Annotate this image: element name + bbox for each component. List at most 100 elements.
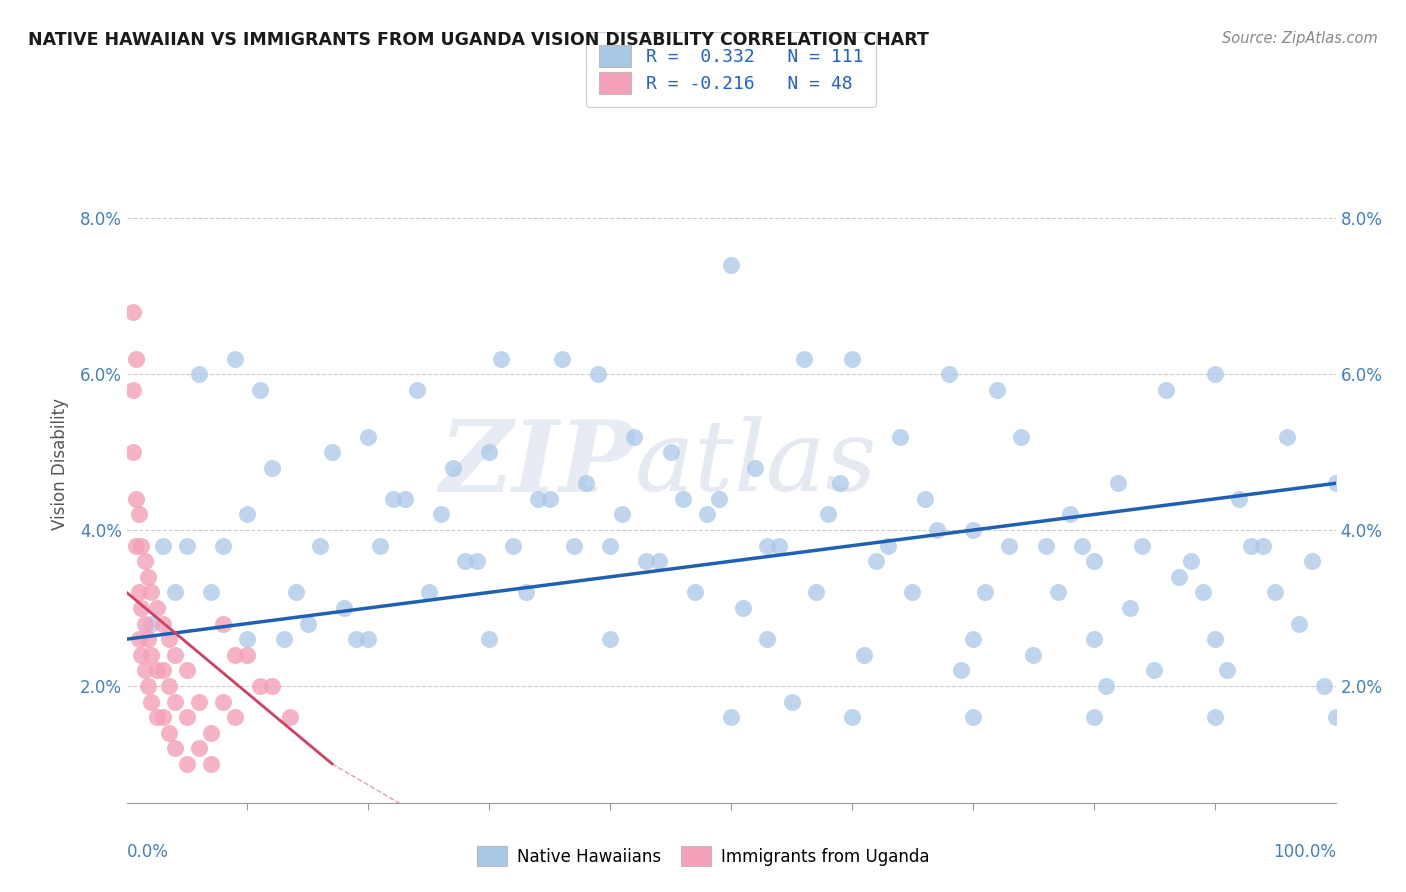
Point bbox=[139, 648, 162, 662]
Point bbox=[188, 694, 211, 708]
Point bbox=[224, 710, 246, 724]
Point bbox=[139, 694, 162, 708]
Point bbox=[1083, 554, 1105, 568]
Point bbox=[478, 632, 501, 647]
Point bbox=[1324, 710, 1347, 724]
Point bbox=[1010, 429, 1032, 443]
Point bbox=[200, 585, 222, 599]
Legend: Native Hawaiians, Immigrants from Uganda: Native Hawaiians, Immigrants from Uganda bbox=[468, 838, 938, 875]
Point bbox=[1095, 679, 1118, 693]
Point bbox=[914, 491, 936, 506]
Point bbox=[146, 710, 169, 724]
Point bbox=[297, 616, 319, 631]
Point bbox=[768, 539, 790, 553]
Point bbox=[1156, 383, 1178, 397]
Point bbox=[357, 429, 380, 443]
Point bbox=[157, 679, 180, 693]
Point bbox=[733, 601, 755, 615]
Point bbox=[163, 585, 186, 599]
Point bbox=[344, 632, 367, 647]
Point bbox=[925, 523, 948, 537]
Point bbox=[146, 663, 169, 677]
Point bbox=[357, 632, 380, 647]
Point bbox=[841, 351, 863, 366]
Point bbox=[134, 616, 156, 631]
Point bbox=[236, 508, 259, 522]
Legend: R =  0.332   N = 111, R = -0.216   N = 48: R = 0.332 N = 111, R = -0.216 N = 48 bbox=[586, 32, 876, 107]
Point bbox=[1240, 539, 1263, 553]
Point bbox=[817, 508, 839, 522]
Point bbox=[176, 756, 198, 771]
Text: 0.0%: 0.0% bbox=[127, 844, 169, 862]
Point bbox=[599, 632, 621, 647]
Point bbox=[441, 460, 464, 475]
Point bbox=[780, 694, 803, 708]
Point bbox=[157, 632, 180, 647]
Point bbox=[284, 585, 307, 599]
Point bbox=[1059, 508, 1081, 522]
Point bbox=[236, 648, 259, 662]
Point bbox=[744, 460, 766, 475]
Point bbox=[163, 694, 186, 708]
Point bbox=[394, 491, 416, 506]
Text: ZIP: ZIP bbox=[440, 416, 634, 512]
Point bbox=[321, 445, 343, 459]
Point bbox=[865, 554, 887, 568]
Point bbox=[659, 445, 682, 459]
Point bbox=[212, 616, 235, 631]
Point bbox=[370, 539, 392, 553]
Point bbox=[804, 585, 827, 599]
Point bbox=[188, 368, 211, 382]
Point bbox=[986, 383, 1008, 397]
Point bbox=[405, 383, 427, 397]
Point bbox=[212, 539, 235, 553]
Point bbox=[134, 663, 156, 677]
Point bbox=[949, 663, 972, 677]
Point bbox=[249, 383, 271, 397]
Point bbox=[188, 741, 211, 756]
Point bbox=[136, 632, 159, 647]
Point bbox=[1204, 632, 1226, 647]
Point bbox=[1022, 648, 1045, 662]
Point bbox=[575, 476, 598, 491]
Point bbox=[586, 368, 609, 382]
Text: Source: ZipAtlas.com: Source: ZipAtlas.com bbox=[1222, 31, 1378, 46]
Point bbox=[129, 539, 152, 553]
Point bbox=[612, 508, 634, 522]
Point bbox=[176, 663, 198, 677]
Point bbox=[163, 648, 186, 662]
Point bbox=[273, 632, 295, 647]
Point bbox=[381, 491, 404, 506]
Point bbox=[260, 679, 283, 693]
Point bbox=[134, 554, 156, 568]
Point bbox=[200, 756, 222, 771]
Point bbox=[128, 585, 150, 599]
Point bbox=[152, 663, 174, 677]
Point bbox=[672, 491, 695, 506]
Point bbox=[841, 710, 863, 724]
Point bbox=[176, 539, 198, 553]
Point bbox=[1130, 539, 1153, 553]
Point bbox=[152, 539, 174, 553]
Point bbox=[1107, 476, 1129, 491]
Text: NATIVE HAWAIIAN VS IMMIGRANTS FROM UGANDA VISION DISABILITY CORRELATION CHART: NATIVE HAWAIIAN VS IMMIGRANTS FROM UGAND… bbox=[28, 31, 929, 49]
Point bbox=[1204, 368, 1226, 382]
Point bbox=[1035, 539, 1057, 553]
Point bbox=[1312, 679, 1334, 693]
Point bbox=[828, 476, 851, 491]
Point bbox=[1083, 632, 1105, 647]
Point bbox=[515, 585, 537, 599]
Point bbox=[418, 585, 440, 599]
Point bbox=[974, 585, 997, 599]
Point bbox=[278, 710, 301, 724]
Point bbox=[152, 616, 174, 631]
Point bbox=[454, 554, 477, 568]
Point bbox=[562, 539, 585, 553]
Point bbox=[889, 429, 911, 443]
Point bbox=[1083, 710, 1105, 724]
Point bbox=[121, 383, 143, 397]
Point bbox=[125, 539, 148, 553]
Point bbox=[1264, 585, 1286, 599]
Point bbox=[599, 539, 621, 553]
Point bbox=[756, 632, 779, 647]
